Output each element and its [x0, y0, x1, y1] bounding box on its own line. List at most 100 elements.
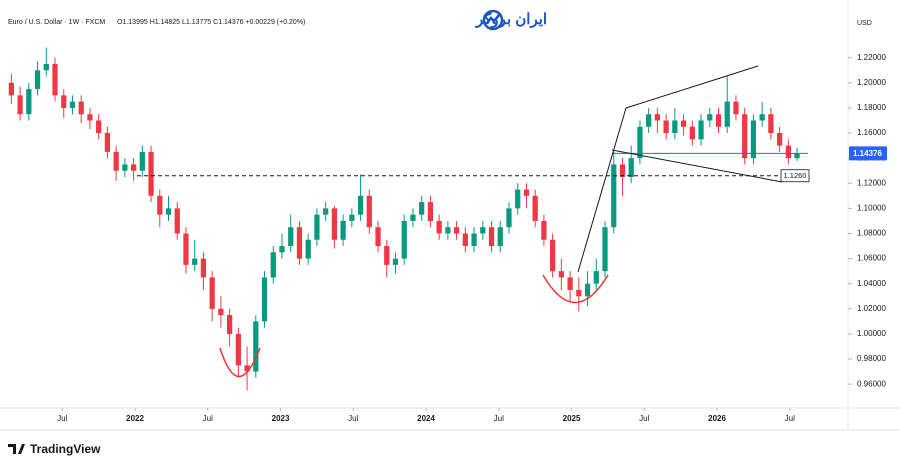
- y-tick-label: 1.04000: [857, 279, 886, 288]
- tradingview-logo: TradingView: [8, 442, 101, 456]
- candle-body: [323, 208, 329, 215]
- candle-body: [532, 195, 538, 221]
- candle-body: [785, 145, 791, 159]
- candle-body: [453, 227, 460, 234]
- candle-body: [663, 120, 669, 134]
- x-tick-label: 2025: [563, 414, 581, 423]
- candle-body: [157, 195, 163, 215]
- level-label: 1.1260: [784, 171, 807, 180]
- candle-body: [130, 164, 137, 171]
- candle-body: [471, 233, 477, 247]
- candle-body: [497, 227, 503, 247]
- candle-body: [69, 101, 76, 108]
- cup-curve: [542, 274, 609, 304]
- candle-body: [541, 220, 547, 240]
- candle-body: [689, 126, 695, 140]
- candle-body: [174, 208, 180, 234]
- candle-body: [794, 153, 800, 159]
- candle-body: [8, 82, 14, 96]
- candle-body: [61, 95, 67, 108]
- y-tick-label: 1.18000: [857, 103, 886, 112]
- x-tick-label: 2026: [708, 414, 726, 423]
- candle-body: [113, 151, 119, 171]
- candle-body: [445, 227, 451, 234]
- trend-line: [611, 149, 783, 183]
- candle-body: [17, 95, 23, 115]
- x-tick-label: 2023: [272, 414, 290, 423]
- x-tick-label: 2024: [417, 414, 435, 423]
- candle-body: [244, 365, 250, 372]
- candle-body: [200, 258, 207, 278]
- candle-body: [96, 120, 102, 134]
- candle-body: [611, 164, 617, 228]
- candle-body: [480, 227, 486, 234]
- brand-logo-text: ایران بروکر: [475, 11, 547, 28]
- candle-body: [218, 308, 224, 316]
- candle-body: [34, 70, 41, 90]
- last-price-label: 1.14376: [853, 149, 882, 158]
- candle-body: [576, 289, 582, 297]
- trend-line: [625, 65, 759, 109]
- y-tick-label: 1.20000: [857, 78, 886, 87]
- candle-body: [462, 233, 468, 247]
- y-tick-label: 1.08000: [857, 229, 886, 238]
- last-price-box: [849, 146, 887, 161]
- y-tick-label: 1.02000: [857, 304, 886, 313]
- candle-body: [401, 220, 407, 259]
- candle-body: [392, 258, 399, 265]
- candle-body: [602, 227, 608, 272]
- candle-body: [733, 101, 739, 115]
- candle-body: [715, 114, 722, 127]
- candle-body: [427, 202, 434, 221]
- candle-body: [78, 101, 84, 115]
- source-label: TradingView: [30, 442, 101, 456]
- candle-body: [550, 239, 556, 272]
- candle-body: [279, 246, 285, 253]
- candle-body: [384, 246, 390, 265]
- y-tick-label: 1.22000: [857, 53, 886, 62]
- candle-body: [759, 114, 765, 121]
- candle-body: [296, 227, 303, 259]
- x-tick-label: Jul: [203, 414, 213, 423]
- candle-body: [165, 208, 172, 215]
- candle-body: [235, 333, 241, 366]
- y-tick-label: 1.10000: [857, 203, 886, 212]
- candle-body: [410, 214, 416, 221]
- y-tick-label: 1.16000: [857, 128, 886, 137]
- candle-body: [288, 227, 294, 247]
- candle-body: [776, 133, 783, 146]
- candle-body: [515, 189, 521, 209]
- candle-body: [750, 120, 757, 159]
- x-tick-label: Jul: [639, 414, 649, 423]
- candle-body: [724, 101, 730, 127]
- candle-body: [680, 120, 687, 127]
- candle-body: [52, 63, 58, 96]
- symbol-title: Euro / U.S. Dollar · 1W · FXCM: [8, 19, 105, 26]
- candle-body: [419, 202, 425, 215]
- candle-body: [261, 277, 268, 322]
- y-tick-label: 1.06000: [857, 254, 886, 263]
- y-tick-label: 0.96000: [857, 379, 886, 388]
- candle-body: [314, 214, 320, 240]
- candle-body: [593, 271, 599, 284]
- x-tick-label: Jul: [57, 414, 67, 423]
- x-tick-label: Jul: [494, 414, 504, 423]
- candle-body: [122, 164, 128, 171]
- candle-body: [192, 258, 198, 265]
- y-tick-label: 1.00000: [857, 329, 886, 338]
- candle-body: [183, 233, 189, 265]
- candle-body: [43, 63, 49, 71]
- candle-body: [340, 220, 346, 240]
- candle-body: [209, 277, 215, 309]
- candle-body: [707, 114, 713, 121]
- candle-body: [26, 89, 32, 115]
- candle-body: [148, 151, 154, 196]
- candle-body: [253, 321, 259, 372]
- candle-body: [366, 195, 372, 228]
- currency-label: USD: [857, 20, 872, 27]
- candle-body: [698, 120, 704, 140]
- candle-body: [672, 120, 678, 134]
- candle-body: [305, 239, 311, 259]
- candle-body: [654, 114, 661, 121]
- candle-body: [637, 126, 643, 159]
